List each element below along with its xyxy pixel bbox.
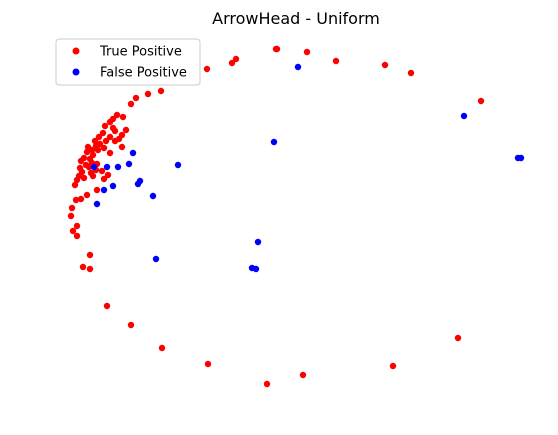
point-false-positive	[152, 255, 160, 263]
point-false-positive	[100, 186, 108, 194]
point-true-positive	[106, 133, 114, 141]
point-true-positive	[477, 97, 485, 105]
point-true-positive	[72, 196, 80, 204]
point-false-positive	[149, 192, 157, 200]
point-true-positive	[144, 90, 152, 98]
point-true-positive	[103, 302, 111, 310]
point-true-positive	[67, 212, 75, 220]
point-true-positive	[232, 55, 240, 63]
legend-marker-false-positive	[72, 68, 80, 76]
point-true-positive	[71, 181, 79, 189]
point-true-positive	[73, 232, 81, 240]
point-true-positive	[79, 263, 87, 271]
point-true-positive	[95, 133, 103, 141]
point-true-positive	[127, 100, 135, 108]
point-false-positive	[254, 238, 262, 246]
point-true-positive	[381, 61, 389, 69]
legend-frame	[55, 38, 201, 86]
point-false-positive	[103, 163, 111, 171]
point-false-positive	[90, 163, 98, 171]
point-false-positive	[129, 149, 137, 157]
point-true-positive	[77, 195, 85, 203]
point-true-positive	[86, 251, 94, 259]
point-false-positive	[174, 161, 182, 169]
point-true-positive	[83, 191, 91, 199]
point-false-positive	[93, 200, 101, 208]
legend-label-false-positive: False Positive	[100, 66, 187, 81]
point-true-positive	[102, 137, 110, 145]
legend: True Positive False Positive	[55, 38, 201, 86]
point-true-positive	[115, 135, 123, 143]
point-true-positive	[91, 137, 99, 145]
point-true-positive	[88, 146, 96, 154]
point-true-positive	[228, 59, 236, 67]
point-true-positive	[77, 157, 85, 165]
point-false-positive	[270, 138, 278, 146]
point-true-positive	[73, 176, 81, 184]
point-true-positive	[389, 362, 397, 370]
point-true-positive	[104, 171, 112, 179]
point-false-positive	[114, 163, 122, 171]
point-true-positive	[99, 129, 107, 137]
point-true-positive	[94, 146, 102, 154]
point-false-positive	[109, 182, 117, 190]
point-true-positive	[89, 172, 97, 180]
point-true-positive	[83, 148, 91, 156]
point-true-positive	[80, 174, 88, 182]
point-false-positive	[294, 63, 302, 71]
point-true-positive	[86, 265, 94, 273]
point-true-positive	[85, 163, 93, 171]
point-true-positive	[204, 360, 212, 368]
point-false-positive	[134, 180, 142, 188]
point-true-positive	[101, 122, 109, 130]
point-true-positive	[106, 149, 114, 157]
point-true-positive	[119, 113, 127, 121]
point-true-positive	[263, 380, 271, 388]
point-true-positive	[158, 344, 166, 352]
point-true-positive	[122, 126, 130, 134]
point-true-positive	[98, 167, 106, 175]
point-false-positive	[252, 265, 260, 273]
point-true-positive	[118, 143, 126, 151]
point-true-positive	[106, 118, 114, 126]
legend-label-true-positive: True Positive	[99, 45, 182, 60]
point-true-positive	[73, 222, 81, 230]
point-false-positive	[517, 154, 525, 162]
point-true-positive	[203, 65, 211, 73]
legend-marker-true-positive	[72, 47, 80, 55]
point-true-positive	[113, 111, 121, 119]
point-true-positive	[68, 204, 76, 212]
point-true-positive	[96, 140, 104, 148]
point-true-positive	[127, 321, 135, 329]
point-true-positive	[100, 144, 108, 152]
point-true-positive	[69, 227, 77, 235]
point-true-positive	[332, 57, 340, 65]
point-true-positive	[454, 334, 462, 342]
point-true-positive	[303, 48, 311, 56]
point-true-positive	[273, 45, 281, 53]
point-true-positive	[407, 69, 415, 77]
point-true-positive	[299, 371, 307, 379]
chart-title: ArrowHead - Uniform	[212, 9, 380, 28]
point-false-positive	[460, 112, 468, 120]
point-true-positive	[132, 94, 140, 102]
data-points	[67, 45, 525, 388]
point-true-positive	[157, 87, 165, 95]
point-false-positive	[125, 160, 133, 168]
point-true-positive	[93, 186, 101, 194]
point-true-positive	[109, 124, 117, 132]
point-true-positive	[100, 175, 108, 183]
